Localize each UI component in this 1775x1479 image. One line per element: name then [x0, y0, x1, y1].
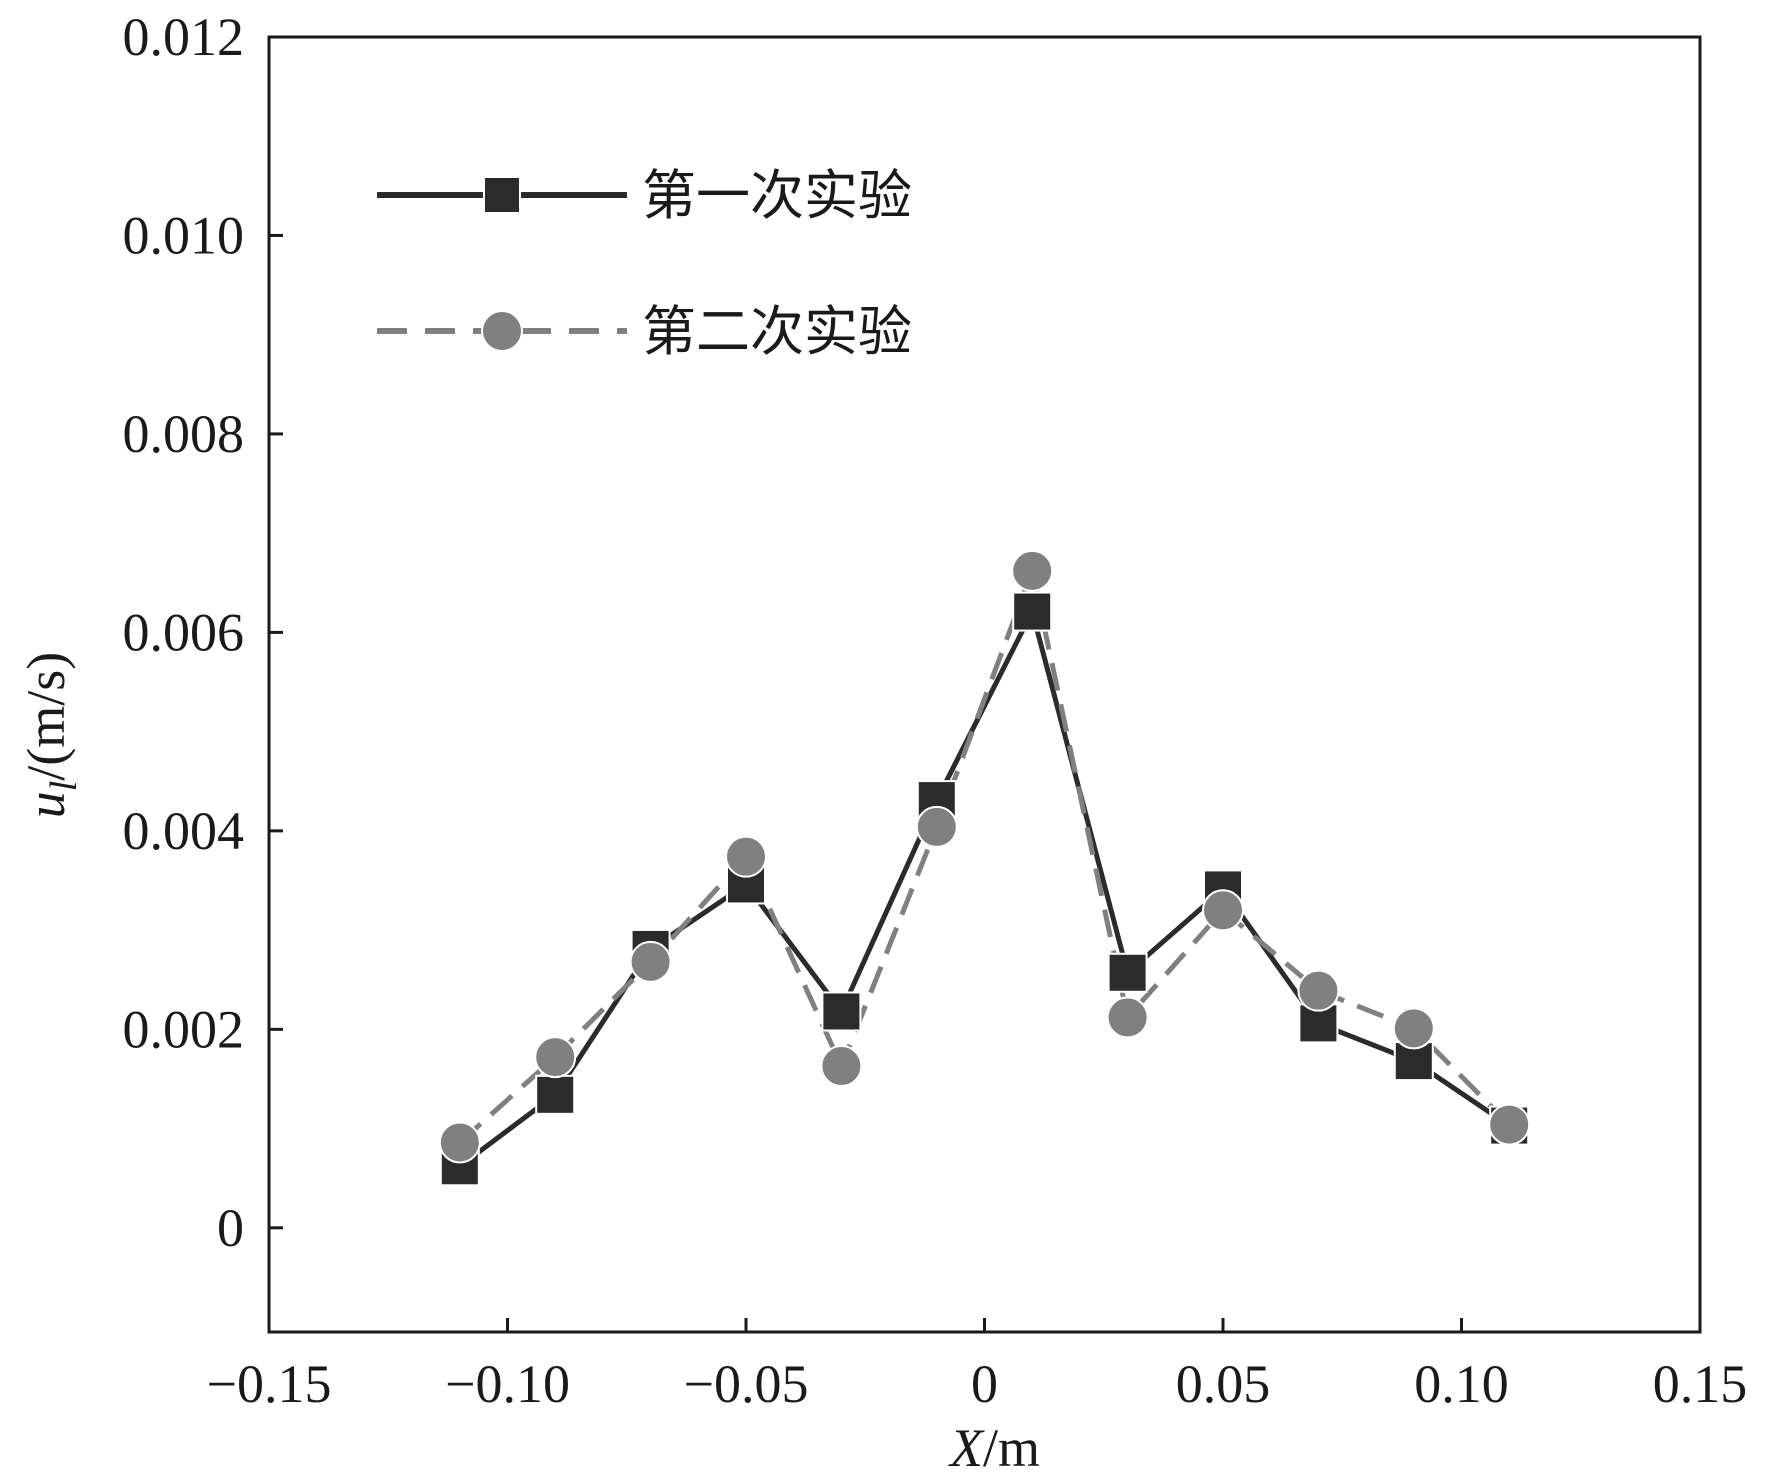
y-tick-label: 0.004 — [123, 801, 245, 861]
series-line-2 — [458, 568, 1511, 1145]
legend-marker-1 — [483, 176, 521, 214]
legend-label-2: 第二次实验 — [642, 300, 912, 363]
legend-entry-2: 第二次实验 — [377, 300, 912, 363]
data-point-square — [821, 991, 862, 1032]
legend-entry-1: 第一次实验 — [377, 164, 912, 227]
series-layer — [438, 549, 1531, 1187]
data-point-circle — [1297, 969, 1340, 1012]
y-axis-label-unit: /(m/s) — [16, 652, 76, 781]
x-axis-label: X/m — [948, 1418, 1040, 1478]
x-axis-ticks — [267, 1318, 1702, 1332]
data-point-square — [535, 1074, 576, 1115]
x-axis-label-symbol: X — [948, 1418, 985, 1478]
data-point-square — [1107, 952, 1148, 993]
data-point-circle — [438, 1121, 481, 1164]
data-point-circle — [1392, 1007, 1435, 1050]
x-tick-label: −0.05 — [684, 1354, 809, 1414]
data-point-square — [1012, 591, 1053, 632]
legend: 第一次实验 第二次实验 — [377, 164, 912, 363]
data-point-circle — [534, 1036, 577, 1079]
y-tick-label: 0.010 — [123, 205, 245, 265]
y-tick-label: 0.008 — [123, 404, 245, 464]
data-point-circle — [629, 940, 672, 983]
plot-frame — [267, 35, 1702, 1334]
x-tick-label: 0.15 — [1653, 1354, 1748, 1414]
y-axis-label: ul/(m/s) — [16, 652, 85, 819]
data-point-circle — [915, 805, 958, 848]
legend-label-1: 第一次实验 — [642, 164, 912, 227]
data-point-circle — [820, 1045, 863, 1088]
y-tick-label: 0.006 — [123, 602, 245, 662]
x-axis-label-unit: /m — [983, 1418, 1040, 1478]
y-tick-label: 0.002 — [123, 999, 245, 1059]
x-tick-label: −0.15 — [207, 1354, 332, 1414]
series-markers-1 — [439, 591, 1530, 1187]
y-tick-label: 0.012 — [123, 7, 245, 67]
y-axis-ticks — [269, 35, 283, 1230]
data-point-circle — [1106, 996, 1149, 1039]
x-tick-label: 0.05 — [1176, 1354, 1271, 1414]
x-tick-label: −0.10 — [445, 1354, 570, 1414]
y-tick-label: 0 — [217, 1198, 244, 1258]
data-point-circle — [1202, 889, 1244, 932]
y-tick-labels: 0 0.002 0.004 0.006 0.008 0.010 0.012 — [123, 7, 245, 1258]
y-axis-label-symbol: u — [16, 791, 76, 818]
x-tick-label: 0 — [971, 1354, 998, 1414]
legend-marker-2 — [481, 310, 523, 352]
data-point-circle — [1488, 1103, 1531, 1146]
x-tick-label: 0.10 — [1414, 1354, 1509, 1414]
data-point-circle — [725, 835, 767, 878]
x-tick-labels: −0.15 −0.10 −0.05 0 0.05 0.10 0.15 — [207, 1354, 1748, 1414]
y-axis-label-subscript: l — [43, 781, 85, 792]
data-point-circle — [1011, 549, 1054, 592]
series-markers-2 — [438, 549, 1531, 1164]
